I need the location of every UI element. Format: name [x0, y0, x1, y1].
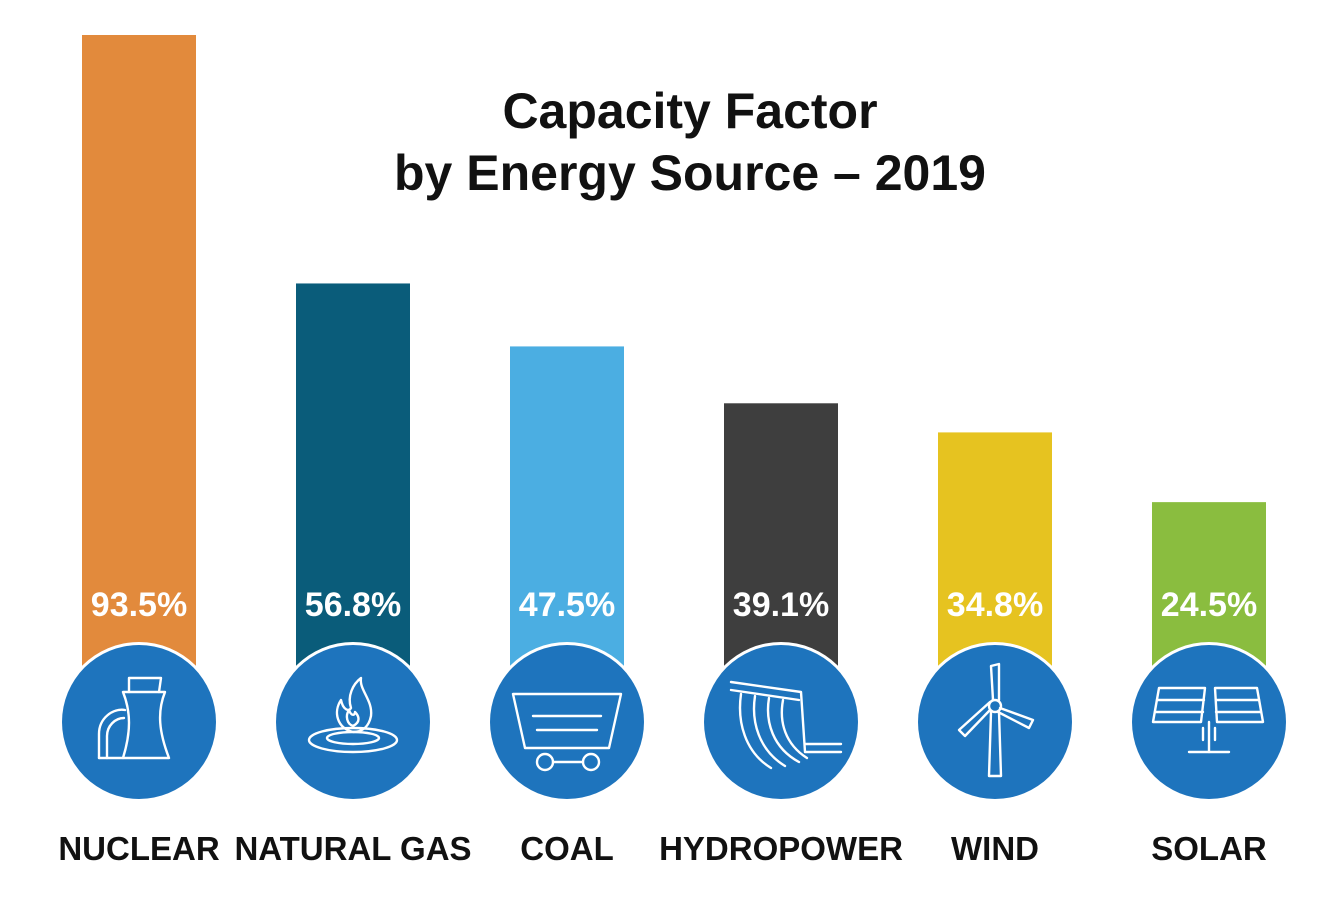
value-label-hydropower: 39.1%	[733, 586, 829, 624]
bar-coal	[510, 346, 624, 668]
category-label-solar: SOLAR	[1151, 830, 1267, 867]
category-labels-layer: NUCLEAR NATURAL GAS COAL HYDROPOWER WIND SOLA…	[58, 830, 1267, 867]
category-label-coal: COAL	[520, 830, 614, 867]
value-label-solar: 24.5%	[1161, 586, 1257, 624]
bar-hydropower	[724, 403, 838, 668]
icons-layer	[59, 642, 1289, 802]
bar-natural-gas	[296, 283, 410, 668]
bars-layer	[82, 35, 1266, 668]
coal-cart-icon	[487, 642, 647, 802]
value-label-coal: 47.5%	[519, 586, 615, 624]
category-label-wind: WIND	[951, 830, 1039, 867]
bar-wind	[938, 432, 1052, 668]
value-labels-layer: 93.5% 56.8% 47.5% 39.1% 34.8% 24.5%	[91, 586, 1257, 624]
nuclear-plant-icon	[59, 642, 219, 802]
solar-panel-icon	[1129, 642, 1289, 802]
value-label-wind: 34.8%	[947, 586, 1043, 624]
value-label-natural-gas: 56.8%	[305, 586, 401, 624]
gas-flame-icon	[273, 642, 433, 802]
category-label-nuclear: NUCLEAR	[58, 830, 219, 867]
hydro-dam-icon	[701, 642, 861, 802]
wind-turbine-icon	[915, 642, 1075, 802]
chart-title-line-1: Capacity Factor	[502, 83, 877, 139]
category-label-hydropower: HYDROPOWER	[659, 830, 903, 867]
bar-nuclear	[82, 35, 196, 668]
bar-solar	[1152, 502, 1266, 668]
category-label-natural-gas: NATURAL GAS	[234, 830, 471, 867]
value-label-nuclear: 93.5%	[91, 586, 187, 624]
chart-title-line-2: by Energy Source – 2019	[394, 145, 986, 201]
